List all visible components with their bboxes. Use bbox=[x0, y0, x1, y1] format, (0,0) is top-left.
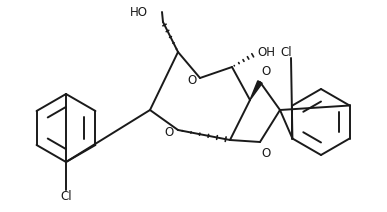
Polygon shape bbox=[250, 81, 262, 100]
Text: HO: HO bbox=[130, 6, 148, 18]
Text: Cl: Cl bbox=[60, 190, 72, 202]
Text: OH: OH bbox=[257, 46, 275, 59]
Text: O: O bbox=[261, 65, 270, 78]
Text: O: O bbox=[188, 74, 197, 86]
Text: Cl: Cl bbox=[280, 46, 292, 59]
Text: O: O bbox=[165, 126, 174, 138]
Text: O: O bbox=[261, 147, 270, 160]
